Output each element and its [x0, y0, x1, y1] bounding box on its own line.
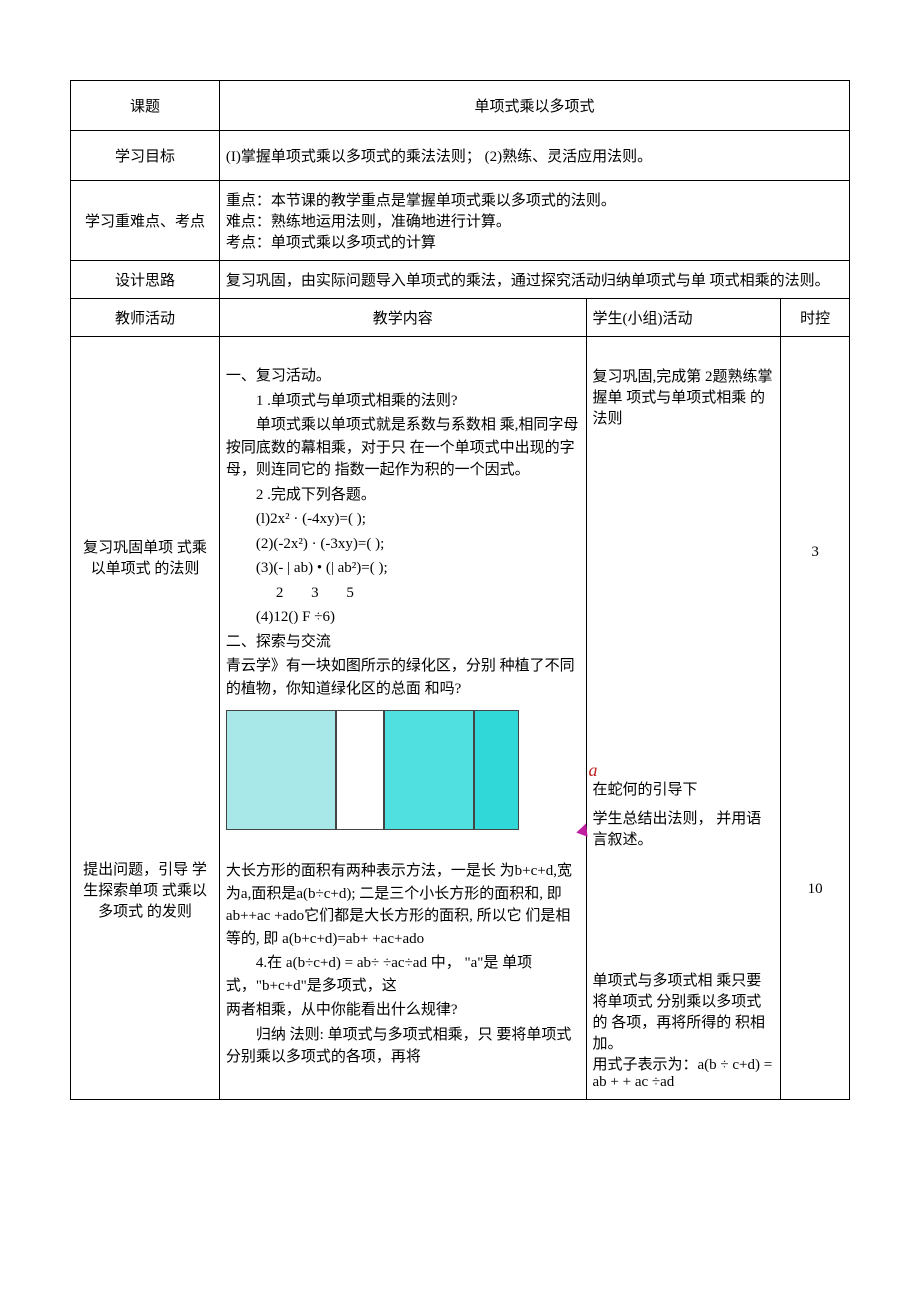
row2-content: (I)掌握单项式乘以多项式的乘法法则； (2)熟练、灵活应用法则。 [219, 131, 849, 181]
h1: 一、复习活动。 [226, 365, 580, 388]
student3: 单项式与多项式相 乘只要将单项式 分别乘以多项式的 各项，再将所得的 积相加。 [593, 969, 775, 1053]
p7: 两者相乘，从中你能看出什么规律? [226, 999, 580, 1022]
row3-line1: 重点：本节课的教学重点是掌握单项式乘以多项式的法则。 [226, 189, 843, 210]
eq3c: ab²)=( ); [334, 560, 388, 576]
row4-label: 设计思路 [71, 261, 220, 299]
p3: 2 .完成下列各题。 [226, 484, 580, 507]
row1-title: 单项式乘以多项式 [219, 81, 849, 131]
teacher2: 提出问题，引导 学生探索单项 式乘以多项式 的发则 [77, 858, 213, 921]
student-activity: 复习巩固,完成第 2题熟练掌握单 项式与单项式相乘 的法则 在蛇何的引导下 学生… [586, 337, 781, 1100]
frac-row: 2 3 5 [246, 582, 580, 605]
row3-line2: 难点：熟练地运用法则，准确地进行计算。 [226, 210, 843, 231]
row5-c2: 教学内容 [219, 299, 586, 337]
teaching-content: 一、复习活动。 1 .单项式与单项式相乘的法则? 单项式乘以单项式就是系数与系数… [219, 337, 586, 1100]
row5-c1: 教师活动 [71, 299, 220, 337]
student2b: 学生总结出法则， 并用语言叙述。 [593, 807, 775, 849]
eq2: (2)(-2x²) · (-3xy)=( ); [226, 533, 580, 556]
eq3b: ab) • ( [290, 560, 331, 576]
time1: 3 [787, 544, 843, 561]
student4: 用式子表示为：a(b ÷ c+d) = ab + + ac ÷ad [593, 1053, 775, 1091]
row3-line3: 考点：单项式乘以多项式的计算 [226, 231, 843, 252]
eq3a: (3)(- [256, 560, 287, 576]
lesson-plan-table: 课题 单项式乘以多项式 学习目标 (I)掌握单项式乘以多项式的乘法法则； (2)… [70, 80, 850, 1100]
p4: 青云学》有一块如图所示的绿化区，分别 种植了不同的植物，你知道绿化区的总面 和吗… [226, 655, 580, 700]
row3-label: 学习重难点、考点 [71, 181, 220, 261]
rect-b [226, 710, 336, 830]
rect-gap1 [336, 710, 384, 830]
h2: 二、探索与交流 [226, 631, 580, 654]
rect-d [474, 710, 519, 830]
p5: 大长方形的面积有两种表示方法，一是长 为b+c+d,宽为a,面积是a(b÷c+d… [226, 860, 580, 950]
teacher-activity: 复习巩固单项 式乘以单项式 的法则 提出问题，引导 学生探索单项 式乘以多项式 … [71, 337, 220, 1100]
eq1: (l)2x² · (-4xy)=( ); [226, 508, 580, 531]
eq4: (4)12() F ÷6) [226, 606, 580, 629]
p2: 单项式乘以单项式就是系数与系数相 乘,相同字母按同底数的幕相乘，对于只 在一个单… [226, 414, 580, 482]
p6: 4.在 a(b÷c+d) = ab÷ ÷ac÷ad 中， "a"是 单项式，"b… [226, 952, 580, 997]
student1: 复习巩固,完成第 2题熟练掌握单 项式与单项式相乘 的法则 [593, 365, 775, 428]
time2: 10 [787, 881, 843, 898]
row2-label: 学习目标 [71, 131, 220, 181]
time-control: 3 10 [781, 337, 850, 1100]
row3-content: 重点：本节课的教学重点是掌握单项式乘以多项式的法则。 难点：熟练地运用法则，准确… [219, 181, 849, 261]
row4-content: 复习巩固，由实际问题导入单项式的乘法，通过探究活动归纳单项式与单 项式相乘的法则… [219, 261, 849, 299]
p8: 归纳 法则: 单项式与多项式相乘，只 要将单项式分别乘以多项式的各项，再将 [226, 1024, 580, 1069]
student2a: 在蛇何的引导下 [593, 778, 775, 799]
p1: 1 .单项式与单项式相乘的法则? [226, 390, 580, 413]
diagram-label-a: a [589, 760, 598, 781]
row5-c4: 时控 [781, 299, 850, 337]
eq3: (3)(- | ab) • (| ab²)=( ); [226, 557, 580, 580]
row1-label: 课题 [71, 81, 220, 131]
row5-c3: 学生(小组)活动 [586, 299, 781, 337]
rect-c [384, 710, 474, 830]
area-diagram: a [226, 710, 580, 830]
teacher1: 复习巩固单项 式乘以单项式 的法则 [77, 536, 213, 578]
